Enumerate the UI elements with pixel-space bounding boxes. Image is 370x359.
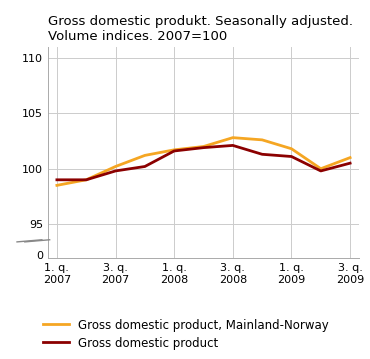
Gross domestic product	[348, 161, 352, 165]
Gross domestic product, Mainland-Norway	[289, 146, 294, 151]
Line: Gross domestic product: Gross domestic product	[57, 145, 350, 180]
Gross domestic product, Mainland-Norway	[84, 178, 88, 182]
Gross domestic product	[289, 154, 294, 159]
Gross domestic product, Mainland-Norway	[348, 155, 352, 160]
Gross domestic product, Mainland-Norway	[319, 167, 323, 171]
Gross domestic product, Mainland-Norway	[55, 183, 59, 187]
Gross domestic product	[172, 149, 176, 153]
Gross domestic product	[143, 164, 147, 169]
Gross domestic product, Mainland-Norway	[231, 135, 235, 140]
Legend: Gross domestic product, Mainland-Norway, Gross domestic product: Gross domestic product, Mainland-Norway,…	[43, 319, 329, 350]
Gross domestic product, Mainland-Norway	[172, 148, 176, 152]
Gross domestic product	[55, 178, 59, 182]
Gross domestic product, Mainland-Norway	[113, 164, 118, 169]
Gross domestic product	[201, 145, 206, 150]
Gross domestic product	[319, 169, 323, 173]
Text: Gross domestic produkt. Seasonally adjusted.
Volume indices. 2007=100: Gross domestic produkt. Seasonally adjus…	[48, 15, 353, 43]
Gross domestic product	[84, 178, 88, 182]
Gross domestic product	[231, 143, 235, 148]
Gross domestic product	[113, 169, 118, 173]
Gross domestic product, Mainland-Norway	[201, 144, 206, 149]
Gross domestic product, Mainland-Norway	[260, 138, 264, 142]
Gross domestic product, Mainland-Norway	[143, 153, 147, 158]
Line: Gross domestic product, Mainland-Norway: Gross domestic product, Mainland-Norway	[57, 137, 350, 185]
Gross domestic product	[260, 152, 264, 157]
